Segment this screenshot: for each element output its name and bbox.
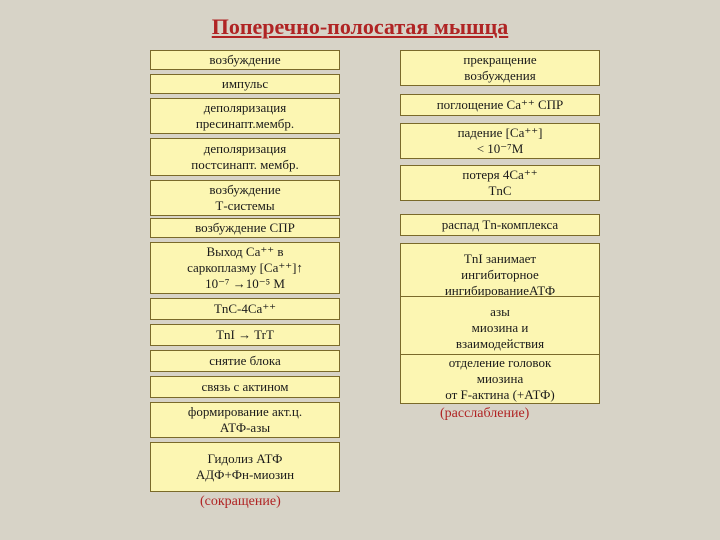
flow-box-line: АТФ-азы (155, 420, 335, 436)
flow-box-line: АДФ+Фн-миозин (155, 467, 335, 483)
flow-box: азымиозина ивзаимодействия (400, 296, 600, 360)
flow-box: отделение головокмиозинаот F-актина (+АТ… (400, 354, 600, 404)
flow-box-line: распад Tn-комплекса (405, 217, 595, 233)
flow-box: прекращениевозбуждения (400, 50, 600, 86)
flow-box-line: потеря 4Ca⁺⁺ (405, 167, 595, 183)
flow-box-line: азы (405, 304, 595, 320)
flow-box: снятие блока (150, 350, 340, 372)
flow-box-line: возбуждение СПР (155, 220, 335, 236)
flow-box: Гидолиз АТФАДФ+Фн-миозин (150, 442, 340, 492)
flow-box: возбуждениеТ-системы (150, 180, 340, 216)
flow-box-line: TnC-4Ca⁺⁺ (155, 301, 335, 317)
flow-box: импульс (150, 74, 340, 94)
flow-box-line: Выход Ca⁺⁺ в (155, 244, 335, 260)
result-note: (расслабление) (440, 406, 529, 422)
flow-box: Выход Ca⁺⁺ всаркоплазму [Ca⁺⁺]↑10⁻⁷ →10⁻… (150, 242, 340, 294)
flow-box: поглощение Ca⁺⁺ СПР (400, 94, 600, 116)
flow-box-line: связь с актином (155, 379, 335, 395)
flow-box-line: ингибиторное (405, 267, 595, 283)
flow-box: TnC-4Ca⁺⁺ (150, 298, 340, 320)
result-note: (сокращение) (200, 494, 281, 510)
flow-box: деполяризацияпресинапт.мембр. (150, 98, 340, 134)
flow-box: падение [Ca⁺⁺]< 10⁻⁷M (400, 123, 600, 159)
flow-box-line: пресинапт.мембр. (155, 116, 335, 132)
flow-box-line: взаимодействия (405, 336, 595, 352)
flow-box-line: Т-системы (155, 198, 335, 214)
diagram-title: Поперечно-полосатая мышца (0, 14, 720, 40)
flow-box: TnI → TrT (150, 324, 340, 346)
flow-box-line: возбуждение (155, 182, 335, 198)
flow-box: распад Tn-комплекса (400, 214, 600, 236)
flow-box-line: миозина и (405, 320, 595, 336)
flow-box: возбуждение (150, 50, 340, 70)
flow-box-line: прекращение (405, 52, 595, 68)
flow-box: деполяризацияпостсинапт. мембр. (150, 138, 340, 176)
flow-box-line: Гидолиз АТФ (155, 451, 335, 467)
flow-box: формирование акт.ц.АТФ-азы (150, 402, 340, 438)
flow-box-line: отделение головок (405, 355, 595, 371)
flow-box-line: < 10⁻⁷M (405, 141, 595, 157)
flow-box: связь с актином (150, 376, 340, 398)
flow-box: возбуждение СПР (150, 218, 340, 238)
flow-box-line: TnI занимает (405, 251, 595, 267)
flow-box-line: поглощение Ca⁺⁺ СПР (405, 97, 595, 113)
flow-box-line: возбуждение (155, 52, 335, 68)
flow-box-line: возбуждения (405, 68, 595, 84)
flow-box-line: саркоплазму [Ca⁺⁺]↑ (155, 260, 335, 276)
flow-box-line: деполяризация (155, 100, 335, 116)
flow-box-line: деполяризация (155, 141, 335, 157)
flow-box-line: постсинапт. мембр. (155, 157, 335, 173)
flow-box-line: падение [Ca⁺⁺] (405, 125, 595, 141)
flow-box-line: 10⁻⁷ →10⁻⁵ M (155, 276, 335, 292)
flow-box-line: формирование акт.ц. (155, 404, 335, 420)
flow-box-line: миозина (405, 371, 595, 387)
flow-box-line: от F-актина (+АТФ) (405, 387, 595, 403)
flow-box-line: TnI → TrT (155, 327, 335, 343)
flow-box: потеря 4Ca⁺⁺TnC (400, 165, 600, 201)
flow-box-line: импульс (155, 76, 335, 92)
flow-box-line: снятие блока (155, 353, 335, 369)
flow-box-line: TnC (405, 183, 595, 199)
